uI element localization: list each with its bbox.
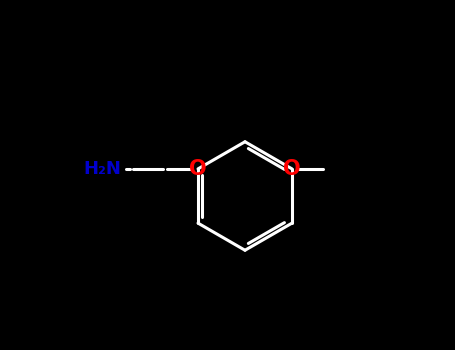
Text: O: O (283, 159, 301, 179)
Text: H₂N: H₂N (83, 160, 121, 178)
Text: O: O (189, 159, 207, 179)
